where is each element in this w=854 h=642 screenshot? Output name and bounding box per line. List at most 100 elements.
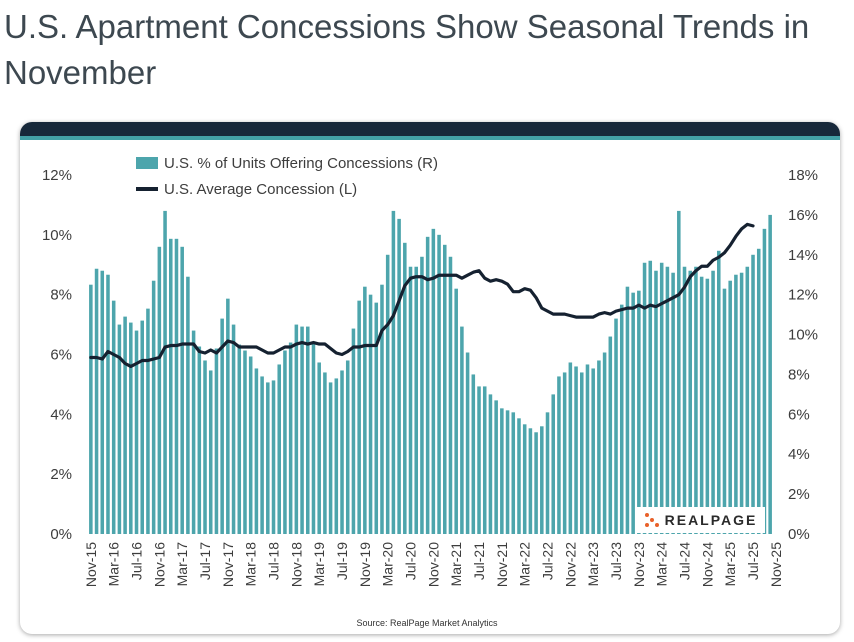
line-series: [89, 222, 755, 369]
right-tick-label: 16%: [788, 207, 818, 224]
x-tick-label: Mar-17: [174, 542, 190, 587]
bar: [214, 348, 219, 534]
bar: [186, 276, 190, 534]
x-tick-label: Mar-19: [311, 542, 327, 587]
right-tick-label: 4%: [788, 446, 810, 463]
legend-swatch-bars: [136, 157, 158, 169]
bar: [585, 364, 590, 534]
bar: [500, 408, 504, 534]
bar: [391, 210, 396, 534]
bar: [465, 352, 470, 534]
bar: [328, 382, 333, 534]
x-tick-label: Nov-18: [288, 542, 304, 587]
left-tick-label: 2%: [50, 466, 72, 483]
x-tick-label: Nov-23: [631, 542, 647, 587]
x-tick-label: Mar-22: [517, 542, 533, 587]
bar: [717, 250, 721, 535]
bar: [260, 376, 264, 534]
bar: [237, 344, 242, 534]
right-axis-ticks: 0% 2% 4% 6% 8% 10% 12% 14% 16% 18%: [788, 167, 818, 543]
x-tick-label: Nov-25: [768, 542, 784, 587]
right-tick-label: 12%: [788, 287, 818, 304]
bar: [471, 374, 476, 534]
bar: [734, 274, 738, 534]
bar: [385, 254, 390, 534]
bar: [180, 246, 184, 535]
x-tick-label: Mar-18: [243, 542, 259, 587]
bar: [283, 350, 287, 534]
bar: [443, 244, 447, 534]
left-tick-label: 12%: [42, 167, 72, 184]
bar: [545, 412, 550, 534]
bar: [111, 300, 116, 534]
bar: [294, 324, 299, 534]
legend: U.S. % of Units Offering Concessions (R)…: [136, 150, 438, 202]
x-tick-label: Jul-25: [745, 542, 761, 580]
x-tick-label: Mar-24: [654, 542, 670, 587]
right-tick-label: 0%: [788, 526, 810, 543]
bar: [368, 294, 373, 534]
legend-swatch-line: [136, 187, 158, 191]
x-tick-label: Jul-17: [197, 542, 213, 580]
bar: [460, 326, 464, 534]
x-tick-label: Nov-19: [357, 542, 373, 587]
bar: [323, 372, 327, 534]
bar: [397, 218, 401, 534]
bar: [94, 268, 99, 534]
bar: [266, 382, 270, 534]
bar: [671, 272, 675, 534]
x-tick-label: Nov-22: [562, 542, 578, 587]
legend-item-line: U.S. Average Concession (L): [136, 176, 438, 202]
bar: [157, 246, 162, 535]
bar: [728, 280, 732, 534]
bar: [408, 266, 413, 534]
x-tick-label: Mar-23: [585, 542, 601, 587]
bar: [511, 412, 516, 534]
page-title: U.S. Apartment Concessions Show Seasonal…: [4, 8, 810, 91]
bar: [134, 330, 139, 534]
bar: [591, 368, 595, 534]
bar: [174, 238, 179, 534]
bar: [711, 270, 715, 534]
x-tick-label: Nov-21: [494, 542, 510, 587]
x-tick-label: Mar-21: [448, 542, 464, 587]
bar: [380, 284, 384, 534]
bar: [557, 376, 561, 534]
x-tick-label: Jul-20: [403, 542, 419, 580]
x-tick-label: Jul-22: [540, 542, 556, 580]
bar: [106, 274, 110, 534]
bar: [597, 360, 601, 534]
bar: [648, 260, 653, 534]
x-tick-label: Nov-16: [151, 542, 167, 587]
bar: [682, 266, 687, 534]
right-tick-label: 8%: [788, 366, 810, 383]
bar: [277, 364, 281, 534]
bar: [345, 360, 350, 534]
x-tick-label: Nov-15: [83, 542, 99, 587]
legend-item-bars: U.S. % of Units Offering Concessions (R): [136, 150, 438, 176]
bar: [271, 380, 276, 534]
bar: [420, 256, 424, 534]
bar: [89, 284, 93, 534]
bar: [414, 266, 418, 534]
bar: [699, 276, 704, 534]
bar: [631, 292, 635, 534]
bar: [705, 278, 710, 534]
bar: [454, 288, 458, 534]
x-tick-label: Jul-23: [608, 542, 624, 580]
bar: [203, 360, 207, 534]
bar: [665, 266, 670, 534]
bar: [425, 236, 430, 534]
bar: [482, 386, 487, 534]
x-tick-label: Jul-16: [129, 542, 145, 580]
x-tick-label: Mar-16: [106, 542, 122, 587]
bar: [300, 326, 304, 534]
bar: [374, 302, 379, 534]
right-tick-label: 6%: [788, 406, 810, 423]
left-tick-label: 8%: [50, 287, 72, 304]
bar: [146, 308, 150, 534]
bar: [688, 270, 692, 534]
bar: [619, 304, 624, 534]
bar: [739, 272, 744, 534]
bar: [288, 342, 293, 534]
